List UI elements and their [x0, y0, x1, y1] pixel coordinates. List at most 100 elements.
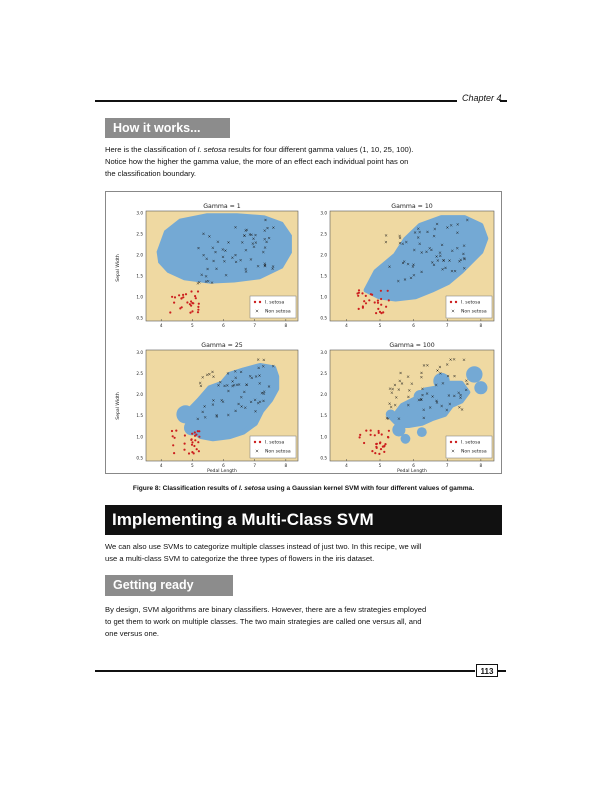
decision-region: [392, 423, 406, 437]
non-setosa-point: [420, 251, 423, 254]
setosa-point: [375, 442, 378, 445]
setosa-point: [364, 302, 368, 305]
setosa-point: [375, 445, 378, 448]
non-setosa-point: [431, 261, 434, 264]
non-setosa-point: [453, 269, 457, 273]
non-setosa-point: [438, 365, 442, 369]
legend-setosa-label: I. setosa: [265, 300, 284, 306]
y-tick-label: 1.0: [320, 295, 327, 300]
setosa-point: [184, 293, 188, 296]
non-setosa-point: [257, 366, 260, 370]
non-setosa-point: [221, 248, 225, 251]
non-setosa-point: [252, 237, 255, 240]
setosa-point: [369, 433, 372, 436]
y-tick-label: 2.5: [136, 232, 143, 237]
non-setosa-point: [384, 234, 388, 237]
setosa-point: [357, 291, 360, 294]
non-setosa-point: [425, 392, 429, 395]
non-setosa-point: [258, 400, 262, 404]
non-setosa-point: [258, 374, 261, 377]
non-setosa-point: [441, 382, 445, 385]
non-setosa-point: [390, 391, 394, 394]
x-tick-label: 8: [285, 323, 288, 328]
setosa-point: [387, 436, 390, 439]
non-setosa-point: [223, 384, 226, 388]
non-setosa-point: [444, 266, 447, 270]
subplot-title: Gamma = 25: [201, 342, 242, 349]
non-setosa-point: [407, 395, 410, 399]
x-tick-label: 4: [160, 323, 163, 328]
non-setosa-point: [385, 416, 389, 420]
non-setosa-point: [265, 240, 268, 244]
non-setosa-point: [406, 262, 410, 266]
non-setosa-point: [432, 234, 436, 238]
non-setosa-point: [267, 385, 271, 388]
legend-non-setosa-marker: [255, 309, 259, 313]
setosa-point: [197, 308, 200, 311]
non-setosa-point: [453, 374, 456, 378]
non-setosa-point: [262, 392, 266, 395]
non-setosa-point: [211, 370, 214, 374]
non-setosa-point: [201, 376, 204, 379]
non-setosa-point: [204, 280, 208, 283]
non-setosa-point: [239, 258, 242, 262]
non-setosa-point: [433, 227, 437, 231]
x-tick-label: 4: [345, 323, 348, 328]
setosa-point: [198, 435, 201, 438]
y-tick-label: 0.5: [320, 456, 327, 461]
non-setosa-point: [212, 375, 215, 378]
y-tick-label: 2.0: [136, 392, 143, 397]
non-setosa-point: [237, 383, 241, 386]
non-setosa-point: [243, 234, 246, 237]
non-setosa-point: [248, 233, 252, 236]
non-setosa-point: [256, 358, 260, 361]
legend-setosa-marker: [253, 300, 257, 304]
non-setosa-point: [445, 408, 449, 412]
setosa-point: [182, 296, 185, 299]
subplot-title: Gamma = 1: [203, 203, 241, 210]
non-setosa-point: [466, 218, 469, 222]
non-setosa-point: [401, 242, 404, 246]
non-setosa-point: [416, 236, 420, 239]
non-setosa-point: [234, 370, 237, 373]
setosa-point: [376, 299, 379, 302]
non-setosa-point: [234, 226, 237, 229]
non-setosa-point: [216, 240, 220, 244]
setosa-point: [175, 429, 178, 432]
setosa-point: [371, 450, 374, 453]
x-tick-label: 6: [412, 463, 415, 468]
y-tick-label: 1.0: [136, 295, 143, 300]
non-setosa-point: [271, 265, 275, 268]
setosa-point: [193, 444, 196, 448]
non-setosa-point: [403, 278, 407, 281]
non-setosa-point: [253, 398, 257, 402]
non-setosa-point: [206, 267, 209, 271]
setosa-point: [383, 450, 386, 453]
non-setosa-point: [223, 260, 226, 263]
setosa-point: [197, 450, 200, 453]
legend-non-setosa-marker: [255, 449, 259, 453]
non-setosa-point: [388, 387, 392, 390]
non-setosa-point: [449, 224, 453, 227]
y-tick-label: 0.5: [320, 316, 327, 321]
non-setosa-point: [231, 256, 234, 259]
non-setosa-point: [266, 226, 269, 230]
non-setosa-point: [450, 269, 454, 273]
non-setosa-point: [460, 408, 464, 411]
subplot-title: Gamma = 100: [389, 342, 434, 349]
non-setosa-point: [262, 399, 265, 403]
y-tick-label: 1.0: [136, 434, 143, 439]
non-setosa-point: [422, 408, 425, 412]
setosa-point: [194, 439, 197, 442]
non-setosa-point: [384, 240, 388, 244]
non-setosa-point: [399, 371, 402, 375]
non-setosa-point: [388, 265, 391, 268]
non-setosa-point: [420, 375, 423, 379]
non-setosa-point: [448, 259, 451, 262]
non-setosa-point: [426, 230, 429, 234]
non-setosa-point: [458, 406, 461, 409]
decision-region: [385, 409, 396, 420]
non-setosa-point: [234, 376, 237, 380]
non-setosa-point: [199, 384, 203, 388]
setosa-point: [384, 443, 387, 446]
